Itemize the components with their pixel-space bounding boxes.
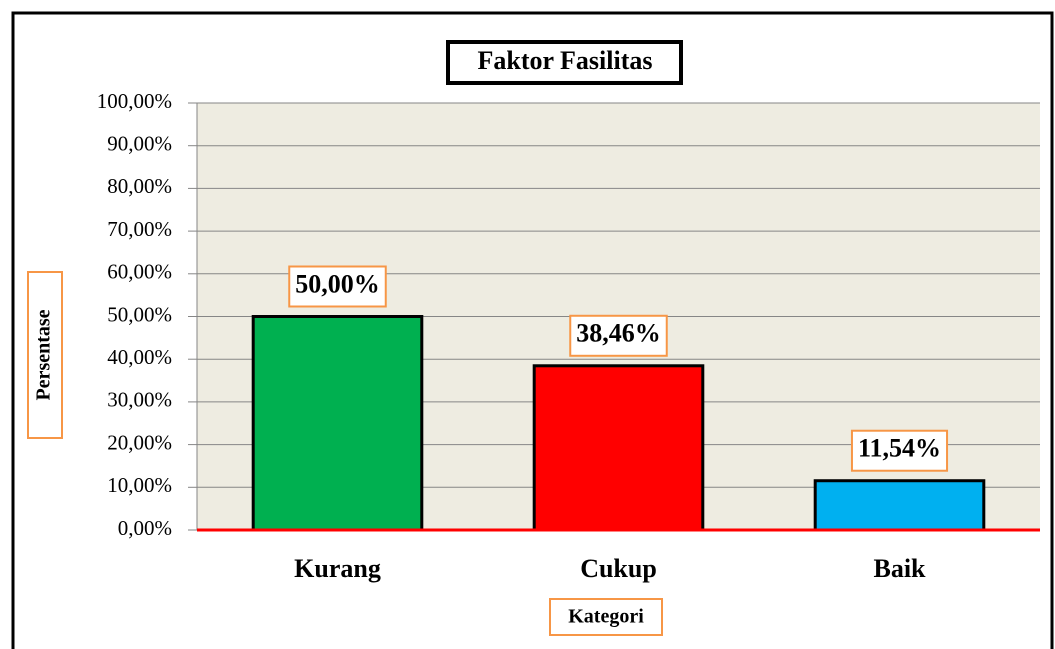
value-label-box — [850, 429, 949, 472]
chart-border — [11, 11, 1054, 649]
y-tick-label: 0,00% — [118, 516, 172, 540]
bar — [813, 479, 986, 532]
title-box — [446, 40, 683, 85]
chart-title: Faktor Fasilitas — [477, 46, 652, 75]
x-tick-label: Kurang — [294, 554, 381, 583]
y-tick-label: 60,00% — [107, 260, 172, 284]
y-tick-label: 20,00% — [107, 430, 172, 454]
y-tick-label: 70,00% — [107, 217, 172, 241]
y-tick-label: 30,00% — [107, 388, 172, 412]
y-tick-label: 50,00% — [107, 302, 172, 326]
bar — [532, 364, 705, 532]
y-tick-label: 90,00% — [107, 132, 172, 156]
y-tick-label: 40,00% — [107, 345, 172, 369]
bar — [251, 315, 424, 532]
y-label-box — [27, 271, 63, 439]
y-axis-label: Persentase — [33, 309, 55, 400]
value-label: 38,46% — [576, 319, 661, 348]
x-tick-label: Baik — [873, 554, 926, 583]
y-tick-label: 80,00% — [107, 174, 172, 198]
x-label-box — [549, 598, 663, 636]
x-axis-label: Kategori — [568, 606, 644, 628]
y-tick-label: 100,00% — [97, 89, 172, 113]
y-tick-label: 10,00% — [107, 473, 172, 497]
value-label-box — [569, 314, 668, 357]
value-label-box — [288, 265, 387, 308]
value-label: 50,00% — [295, 269, 380, 298]
value-label: 11,54% — [858, 434, 941, 463]
x-tick-label: Cukup — [580, 554, 657, 583]
